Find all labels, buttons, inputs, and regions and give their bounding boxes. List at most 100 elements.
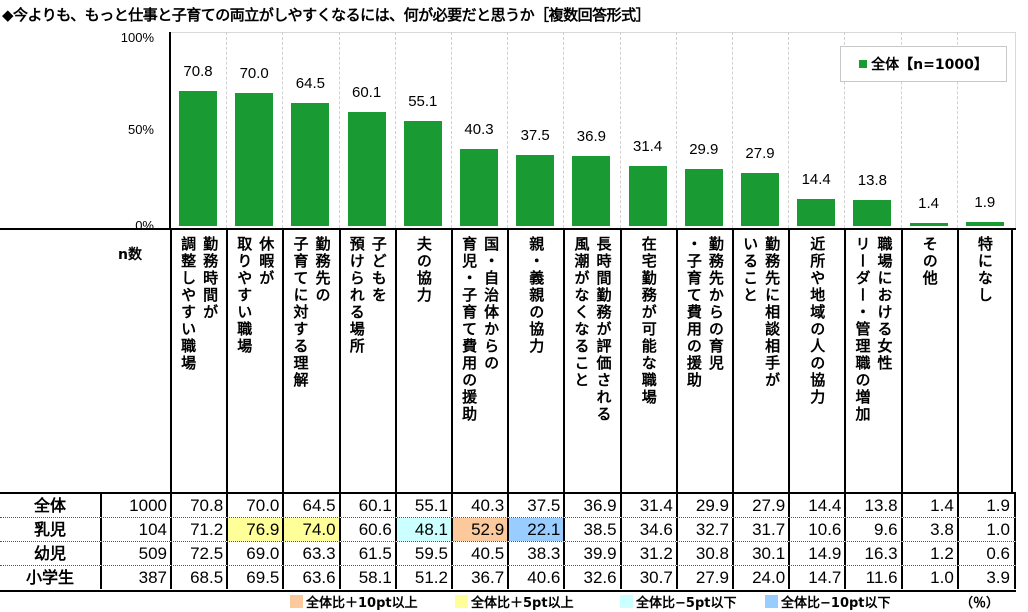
bar (179, 91, 217, 226)
category-column: 勤務先の 子育てに対する理解 (282, 230, 338, 494)
value-cell: 58.1 (338, 566, 395, 589)
value-cell: 9.6 (844, 518, 900, 541)
value-cell: 40.5 (451, 542, 507, 565)
unit-label: （％） (960, 596, 1000, 611)
value-cell: 69.5 (226, 566, 282, 589)
value-cell: 70.8 (170, 494, 226, 517)
value-cell: 39.9 (563, 542, 619, 565)
n-cell: 387 (138, 568, 167, 587)
bar-value-label: 36.9 (576, 127, 606, 145)
value-cell: 63.6 (282, 566, 338, 589)
value-cell: 1.0 (956, 518, 1013, 541)
gridline (844, 32, 846, 228)
category-label: 親・義親の協力 (527, 236, 546, 355)
category-label: 国・自治体からの 育児・子育て費用の援助 (460, 236, 501, 423)
highlight-swatch (290, 595, 303, 608)
category-label: 休暇が 取りやすい職場 (235, 236, 276, 355)
row-end (1014, 494, 1016, 517)
bar-value-label: 55.1 (408, 93, 438, 111)
value-cell: 1.2 (900, 542, 957, 565)
gridline (563, 32, 565, 228)
bar-value-label: 70.8 (183, 63, 213, 81)
value-cell: 14.4 (788, 494, 844, 517)
bar (403, 121, 442, 226)
table-row: 全体 1000 70.8 70.0 64.5 60.1 55.1 40.3 37.5 36.9 31… (0, 494, 1016, 518)
category-column: 勤務時間が 調整しやすい職場 (170, 230, 226, 494)
category-column: 勤務先からの育児 ・子育て費用の援助 (675, 230, 732, 494)
value-cell: 10.6 (788, 518, 844, 541)
highlight-legend-item: 全体比−10pt以下 (765, 592, 891, 611)
value-cell: 32.6 (563, 566, 619, 589)
category-column: 在宅勤務が可能な職場 (619, 230, 676, 494)
category-label: その他 (920, 236, 939, 287)
value-cell: 22.1 (507, 518, 564, 541)
y-tick-50: 50% (127, 122, 154, 137)
category-label: 勤務先の 子育てに対する理解 (291, 236, 332, 389)
value-cell: 52.9 (451, 518, 508, 541)
bar (797, 198, 836, 226)
value-cell: 74.0 (282, 518, 339, 541)
gridline (338, 32, 340, 228)
bar-value-label: 27.9 (745, 144, 775, 162)
value-cell: 30.7 (619, 566, 676, 589)
value-cell: 14.9 (788, 542, 844, 565)
gridline (900, 32, 902, 228)
row-label: 全体 (0, 494, 102, 517)
row-end (1014, 542, 1016, 565)
highlight-legend-item: 全体比＋5pt以上 (455, 592, 574, 611)
gridline (451, 32, 452, 228)
value-cell: 3.8 (900, 518, 957, 541)
row-end (1014, 566, 1016, 589)
highlight-legend-item: 全体比＋10pt以上 (290, 592, 418, 611)
bar-value-label: 40.3 (464, 121, 494, 139)
bar (235, 93, 274, 226)
n-cell: 104 (138, 520, 167, 539)
value-cell: 30.8 (675, 542, 732, 565)
value-cell: 13.8 (844, 494, 900, 517)
category-column: 休暇が 取りやすい職場 (226, 230, 282, 494)
category-label: 近所や地域の人の協力 (808, 236, 827, 406)
gridline (732, 32, 733, 228)
value-cell: 27.9 (732, 494, 788, 517)
bar-value-label: 37.5 (520, 126, 550, 144)
bar (741, 172, 779, 226)
bar (291, 103, 330, 226)
category-label: 特になし (975, 236, 994, 304)
category-column: 職場における女性 リーダー・管理職の増加 (844, 230, 900, 494)
row-label: 幼児 (0, 542, 102, 565)
row-label: 小学生 (0, 566, 102, 589)
category-column: 国・自治体からの 育児・子育て費用の援助 (451, 230, 507, 494)
value-cell: 1.9 (956, 494, 1013, 517)
table-row: 小学生 387 68.5 69.5 63.6 58.1 51.2 36.7 40.6 32.6 30… (0, 566, 1016, 590)
gridline (507, 32, 509, 228)
gridline (282, 32, 284, 228)
legend-swatch (859, 60, 868, 68)
highlight-label: 全体比−5pt以下 (636, 596, 737, 611)
value-cell: 69.0 (226, 542, 282, 565)
chart-legend: 全体【n=1000】 (840, 46, 1007, 82)
bar (347, 111, 386, 226)
highlight-swatch (620, 595, 633, 608)
category-label: 子どもを 預けられる場所 (347, 236, 388, 355)
row-end (1014, 518, 1016, 541)
table-row: 幼児 509 72.5 69.0 63.3 61.5 59.5 40.5 38.3 39.9 31.… (0, 542, 1016, 566)
n-cell: 509 (138, 544, 167, 563)
bar-value-label: 70.0 (239, 65, 269, 82)
value-cell: 63.3 (282, 542, 338, 565)
value-cell: 27.9 (675, 566, 732, 589)
value-cell: 55.1 (394, 494, 451, 517)
bar-value-label: 29.9 (689, 141, 719, 159)
plot-area (170, 32, 1016, 228)
value-cell: 60.6 (338, 518, 395, 541)
bar-value-label: 1.4 (918, 195, 940, 213)
bar (909, 223, 948, 226)
value-cell: 1.4 (900, 494, 957, 517)
bar-value-label: 31.4 (632, 138, 663, 156)
category-column: 勤務先に相談相手が いること (732, 230, 788, 494)
value-cell: 48.1 (394, 518, 451, 541)
value-cell: 61.5 (338, 542, 395, 565)
value-cell: 60.1 (338, 494, 395, 517)
bar-value-label: 13.8 (857, 171, 887, 189)
category-column: その他 (900, 230, 957, 494)
highlight-swatch (455, 595, 468, 608)
